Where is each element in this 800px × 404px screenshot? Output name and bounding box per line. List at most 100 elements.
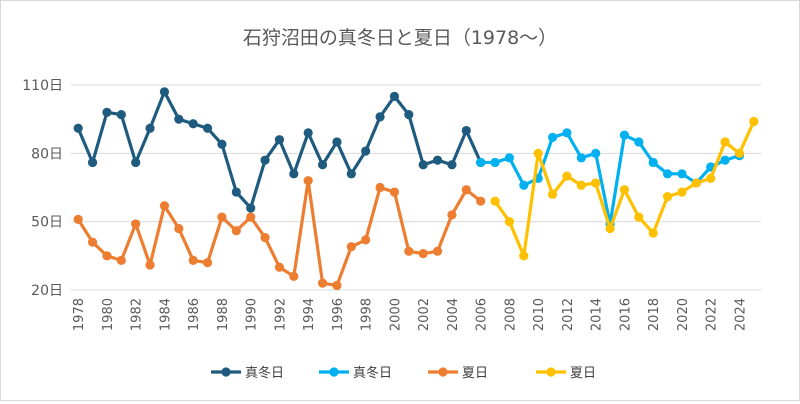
data-point xyxy=(174,114,184,124)
data-point xyxy=(102,107,112,117)
x-tick-label: 1982 xyxy=(130,298,145,331)
data-point xyxy=(533,148,543,158)
data-point xyxy=(231,187,241,197)
x-tick-label: 1984 xyxy=(158,298,173,331)
data-point xyxy=(504,217,515,227)
data-point xyxy=(346,169,356,179)
data-point xyxy=(202,258,213,268)
data-point xyxy=(447,160,457,170)
x-tick-label: 1978 xyxy=(72,298,87,331)
data-point xyxy=(131,219,141,229)
data-point xyxy=(317,160,328,170)
data-point xyxy=(289,271,299,281)
data-point xyxy=(677,187,687,197)
data-point xyxy=(116,110,126,120)
legend-label: 夏日 xyxy=(462,366,488,381)
data-point xyxy=(461,185,471,195)
data-point xyxy=(346,242,356,252)
data-point xyxy=(662,192,673,202)
data-point xyxy=(447,210,457,220)
data-point xyxy=(73,123,83,133)
x-tick-label: 2012 xyxy=(561,298,576,331)
data-point xyxy=(677,169,687,179)
legend-label: 真冬日 xyxy=(353,365,392,381)
legend-marker xyxy=(546,367,556,377)
data-point xyxy=(562,171,572,181)
data-point xyxy=(145,123,155,133)
data-point xyxy=(562,128,572,138)
x-tick-label: 2020 xyxy=(676,298,691,331)
data-point xyxy=(317,278,328,288)
x-tick-label: 2000 xyxy=(388,298,403,331)
data-point xyxy=(159,87,170,97)
x-tick-label: 1994 xyxy=(302,298,317,331)
legend-label: 夏日 xyxy=(570,366,596,381)
data-point xyxy=(504,153,515,163)
x-tick-label: 2018 xyxy=(647,298,662,331)
data-point xyxy=(476,157,486,168)
x-tick-label: 2004 xyxy=(446,298,461,331)
legend-item: 真冬日 xyxy=(211,365,284,381)
data-point xyxy=(231,226,241,236)
data-point xyxy=(131,157,141,168)
data-point xyxy=(188,119,198,129)
data-point xyxy=(202,123,213,133)
data-point xyxy=(217,139,227,149)
x-tick-label: 2024 xyxy=(733,298,748,331)
legend-label: 真冬日 xyxy=(245,365,284,381)
data-point xyxy=(432,155,443,165)
chart-title: 石狩沼田の真冬日と夏日（1978～） xyxy=(243,27,557,49)
data-point xyxy=(332,137,342,147)
data-point xyxy=(404,110,414,120)
legend-marker xyxy=(438,367,448,377)
series-2 xyxy=(476,128,745,229)
data-point xyxy=(576,180,586,190)
x-tick-label: 1980 xyxy=(101,298,116,331)
x-axis-labels: 1978 1980 1982 1984 1986 1988 1990 1992 1994 1996… xyxy=(72,298,748,331)
data-point xyxy=(662,169,673,179)
data-point xyxy=(246,212,256,222)
data-point xyxy=(461,125,471,136)
legend-item: 真冬日 xyxy=(319,365,392,381)
x-tick-label: 1998 xyxy=(360,298,375,331)
data-point xyxy=(720,155,730,165)
data-point xyxy=(418,248,428,259)
data-point xyxy=(274,135,285,145)
data-point xyxy=(260,233,270,243)
y-tick-label: 20日 xyxy=(31,283,63,299)
data-point xyxy=(432,246,443,256)
data-point xyxy=(303,176,313,186)
data-point xyxy=(634,137,644,147)
series-3 xyxy=(73,176,486,291)
data-point xyxy=(188,255,198,265)
data-point xyxy=(404,246,414,256)
data-point xyxy=(734,148,745,158)
gridlines xyxy=(71,84,761,291)
data-point xyxy=(749,116,759,127)
data-point xyxy=(547,189,558,199)
x-tick-label: 2006 xyxy=(475,298,490,331)
y-axis-labels: 20日 50日 80日 110日 xyxy=(22,78,63,299)
legend-marker xyxy=(329,367,339,377)
series-line xyxy=(480,131,740,226)
data-point xyxy=(576,153,586,163)
x-tick-label: 2022 xyxy=(705,298,720,331)
y-tick-label: 110日 xyxy=(22,78,63,94)
data-point xyxy=(260,155,270,165)
data-point xyxy=(648,157,658,168)
data-point xyxy=(490,196,500,206)
data-point xyxy=(145,260,155,270)
data-point xyxy=(87,237,98,247)
x-tick-label: 2010 xyxy=(532,298,547,331)
data-point xyxy=(332,280,342,291)
data-point xyxy=(361,146,371,156)
data-point xyxy=(174,223,184,234)
x-tick-label: 1992 xyxy=(273,298,288,331)
data-point xyxy=(246,203,256,213)
x-tick-label: 2002 xyxy=(417,298,432,331)
data-point xyxy=(706,173,716,183)
x-tick-label: 2008 xyxy=(503,298,518,331)
data-point xyxy=(274,262,285,272)
x-tick-label: 1990 xyxy=(245,298,260,331)
